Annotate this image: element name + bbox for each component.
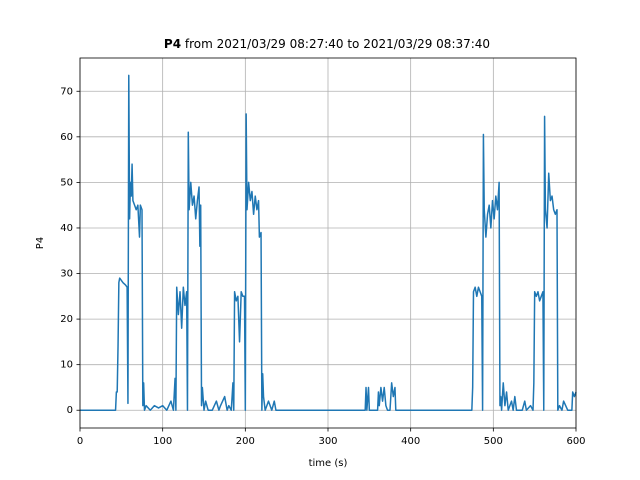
y-axis-label: P4 — [35, 237, 46, 249]
x-tick-label: 300 — [318, 436, 337, 447]
x-tick-label: 0 — [77, 436, 83, 447]
chart-title: P4 from 2021/03/29 08:27:40 to 2021/03/2… — [164, 37, 490, 51]
x-tick-label: 200 — [236, 436, 255, 447]
x-tick-label: 400 — [401, 436, 420, 447]
x-tick-label: 100 — [153, 436, 172, 447]
title-bold: P4 — [164, 37, 181, 51]
y-tick-label: 60 — [60, 132, 73, 143]
data-line — [80, 74, 577, 411]
x-tick-label: 600 — [566, 436, 585, 447]
y-tick-label: 70 — [60, 86, 73, 97]
title-rest: from 2021/03/29 08:27:40 to 2021/03/29 0… — [185, 37, 490, 51]
y-tick-label: 20 — [60, 314, 73, 325]
y-tick-label: 0 — [67, 405, 73, 416]
x-tick-label: 500 — [484, 436, 503, 447]
y-tick-label: 30 — [60, 269, 73, 280]
y-tick-label: 40 — [60, 223, 73, 234]
y-tick-label: 10 — [60, 360, 73, 371]
x-axis-label: time (s) — [309, 458, 348, 469]
axes-frame — [79, 57, 577, 429]
y-tick-label: 50 — [60, 177, 73, 188]
